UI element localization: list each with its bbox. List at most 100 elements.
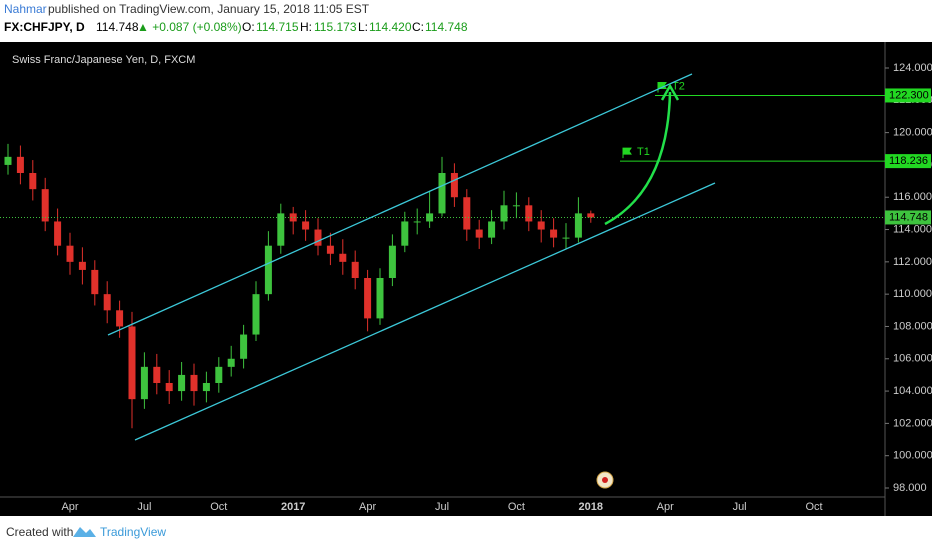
target-tag	[885, 88, 931, 103]
y-tick-label: 120.000	[893, 127, 932, 139]
candle-body	[413, 221, 421, 223]
candle-body	[302, 221, 310, 230]
candle-body	[215, 366, 223, 383]
candle-body	[140, 366, 148, 400]
c-val: 114.748	[425, 20, 468, 34]
y-tick-label: 106.000	[893, 353, 932, 365]
candle-body	[190, 374, 198, 392]
candle-body	[153, 366, 161, 383]
x-tick-label: Apr	[657, 501, 674, 513]
candle-body	[562, 237, 570, 239]
y-tick-label: 124.000	[893, 62, 932, 74]
candle-body	[537, 221, 545, 230]
last: 114.748	[96, 20, 139, 34]
y-tick-label: 98.000	[893, 482, 927, 494]
x-tick-label: 2017	[281, 501, 305, 513]
y-tick-label: 100.000	[893, 450, 932, 462]
target-name: T2	[672, 80, 685, 92]
arrow-head	[660, 83, 680, 101]
target-price-label: 118.236	[889, 155, 928, 167]
candle-body	[78, 261, 86, 270]
x-tick-label: Apr	[61, 501, 78, 513]
candle-body	[438, 173, 446, 214]
candle-body	[388, 245, 396, 278]
candle-body	[488, 221, 496, 238]
candle-body	[587, 213, 595, 218]
published: published on TradingView.com, January 15…	[48, 2, 370, 16]
candle-body	[500, 205, 508, 222]
l-val: 114.420	[369, 20, 412, 34]
candle-body	[252, 294, 260, 335]
candle-body	[525, 205, 533, 222]
candle-body	[91, 269, 99, 295]
c-label: C:	[412, 20, 424, 34]
candle-body	[401, 221, 409, 246]
target-price-label: 122.300	[889, 89, 929, 101]
o-val: 114.715	[256, 20, 299, 34]
last-price-label: 114.748	[889, 211, 928, 223]
candle-body	[574, 213, 582, 238]
x-tick-label: Oct	[508, 501, 525, 513]
header-bg	[0, 0, 932, 42]
last-price-tag	[885, 210, 931, 225]
change: ▲ +0.087 (+0.08%)	[137, 20, 242, 34]
candle-body	[314, 229, 322, 246]
candle-body	[202, 383, 210, 392]
brand-logo	[73, 527, 96, 537]
candle-body	[4, 156, 12, 165]
candle-body	[128, 326, 136, 400]
x-tick-label: Oct	[805, 501, 822, 513]
author[interactable]: Nahmar	[4, 2, 47, 16]
candle-body	[277, 213, 285, 246]
candle-body	[54, 221, 62, 246]
plot-bg	[0, 42, 932, 516]
y-tick-label: 104.000	[893, 385, 932, 397]
target-name: T1	[637, 146, 650, 158]
candle-body	[41, 189, 49, 222]
candle-body	[550, 229, 558, 238]
x-tick-label: 2018	[579, 501, 603, 513]
y-tick-label: 116.000	[893, 191, 932, 203]
candle-body	[66, 245, 74, 262]
created: Created with	[6, 525, 73, 539]
x-tick-label: Apr	[359, 501, 376, 513]
candle-body	[326, 245, 334, 254]
symbol: FX:CHFJPY, D	[4, 20, 85, 34]
candle-body	[364, 278, 372, 319]
channel-lower	[134, 182, 716, 441]
x-tick-label: Jul	[733, 501, 747, 513]
x-tick-label: Jul	[435, 501, 449, 513]
y-tick-label: 110.000	[893, 288, 932, 300]
candle-body	[178, 374, 186, 392]
y-tick-label: 112.000	[893, 256, 932, 268]
candle-body	[463, 197, 471, 230]
o-label: O:	[242, 20, 255, 34]
candle-body	[165, 383, 173, 392]
event-dot	[602, 477, 608, 483]
h-val: 115.173	[314, 20, 357, 34]
candle-body	[512, 205, 520, 207]
candle-body	[264, 245, 272, 295]
chart-title: Swiss Franc/Japanese Yen, D, FXCM	[12, 54, 195, 66]
brand[interactable]: TradingView	[100, 525, 166, 539]
y-tick-label: 102.000	[893, 417, 932, 429]
candle-body	[16, 156, 24, 173]
candle-body	[289, 213, 297, 222]
y-tick-label: 114.000	[893, 223, 932, 235]
y-tick-label: 108.000	[893, 320, 932, 332]
candle-body	[227, 358, 235, 367]
candle-body	[376, 278, 384, 319]
candle-body	[29, 173, 37, 190]
candle-body	[116, 310, 124, 327]
channel-upper	[107, 73, 693, 336]
candle-body	[475, 229, 483, 238]
candle-body	[351, 261, 359, 278]
candle-body	[339, 253, 347, 262]
footer-bg	[0, 516, 932, 550]
x-tick-label: Oct	[210, 501, 227, 513]
candle-body	[103, 294, 111, 311]
candle-body	[240, 334, 248, 359]
h-label: H:	[300, 20, 312, 34]
